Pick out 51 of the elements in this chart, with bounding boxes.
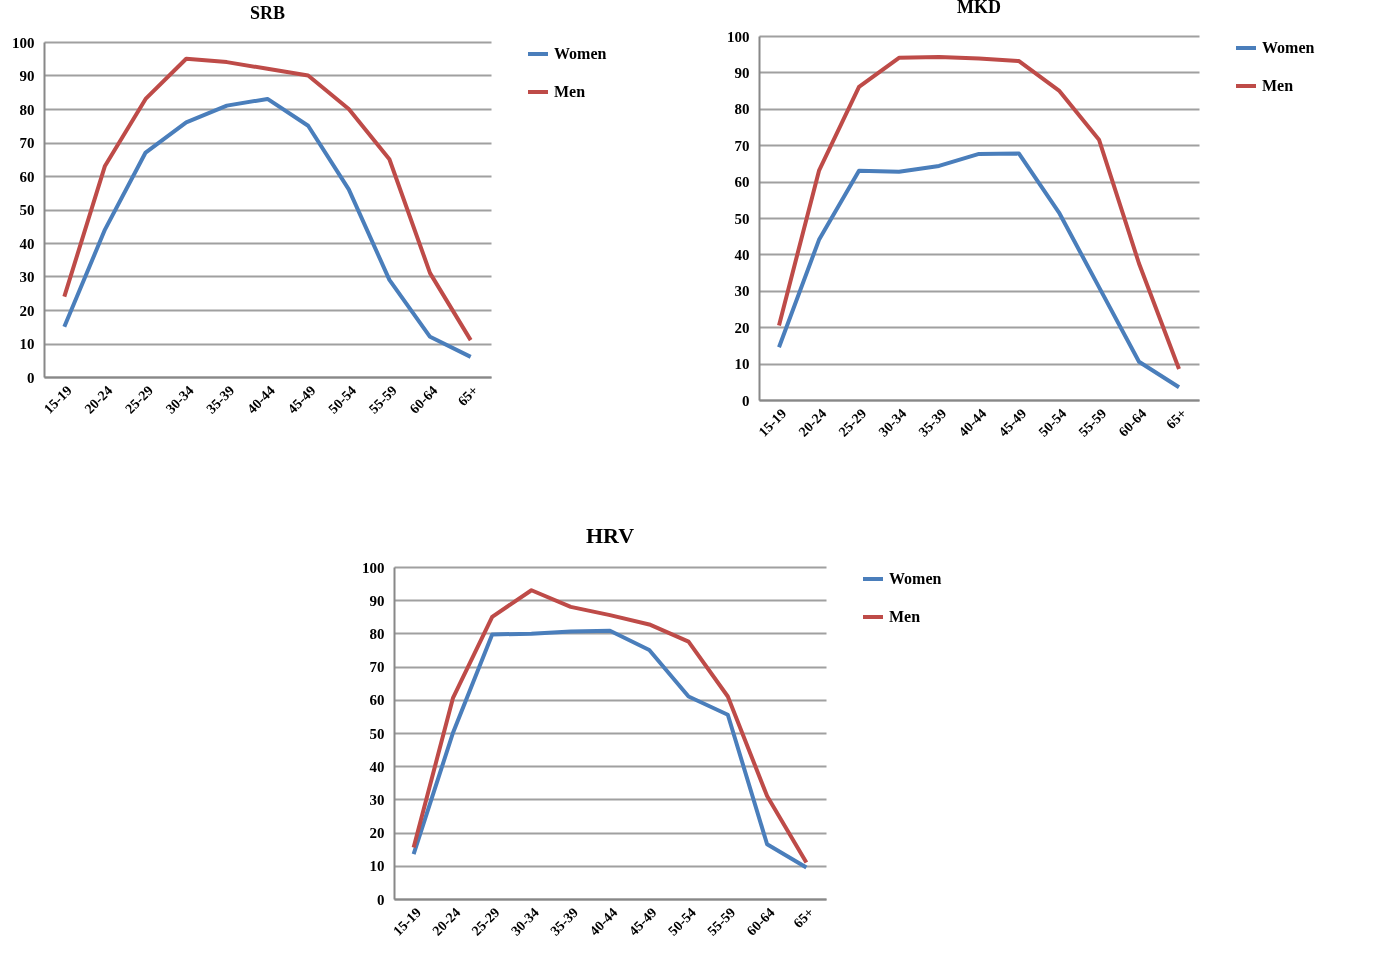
chart-title: HRV: [585, 523, 635, 548]
y-tick-label: 30: [369, 791, 385, 808]
y-tick-label: 90: [734, 64, 750, 81]
y-tick-label: 10: [734, 356, 750, 373]
y-tick-label: 30: [19, 269, 35, 285]
line-series: [777, 55, 1181, 372]
line-series: [411, 588, 809, 865]
line-series: [62, 56, 473, 343]
x-tick-label: 65+: [454, 382, 482, 409]
y-tick-label: 100: [362, 559, 385, 576]
y-tick-label: 50: [734, 210, 750, 227]
legend-label: Women: [554, 45, 607, 62]
y-tick-label: 50: [19, 202, 35, 218]
line-series: [62, 96, 473, 359]
y-tick-label: 60: [369, 692, 385, 709]
y-tick-label: 80: [369, 625, 385, 642]
legend-label: Women: [889, 570, 942, 587]
y-tick-label: 30: [734, 283, 750, 300]
legend-label: Women: [1262, 39, 1315, 56]
y-tick-label: 20: [369, 825, 385, 842]
chart-title: SRB: [249, 3, 286, 23]
y-tick-label: 40: [734, 246, 750, 263]
legend-label: Men: [889, 608, 921, 625]
x-tick-label: 65+: [1163, 405, 1190, 432]
chart-title: MKD: [957, 0, 1001, 17]
y-tick-label: 10: [19, 336, 35, 352]
line-series: [411, 628, 809, 870]
y-tick-label: 60: [19, 168, 35, 185]
x-tick-label: 65+: [790, 904, 817, 931]
y-tick-label: 70: [734, 137, 750, 154]
y-tick-label: 70: [369, 659, 385, 676]
y-tick-label: 40: [369, 758, 385, 775]
y-tick-label: 0: [27, 369, 35, 386]
y-tick-label: 50: [369, 725, 385, 742]
y-tick-label: 20: [19, 302, 35, 319]
legend-label: Men: [1262, 77, 1294, 94]
y-tick-label: 20: [734, 319, 750, 336]
y-tick-label: 0: [742, 392, 750, 409]
y-tick-label: 90: [19, 68, 35, 84]
line-series: [777, 151, 1181, 390]
y-tick-label: 100: [727, 28, 750, 45]
y-tick-label: 70: [19, 135, 35, 151]
y-tick-label: 60: [734, 174, 750, 191]
y-tick-label: 0: [377, 891, 385, 908]
y-tick-label: 100: [12, 34, 35, 51]
y-tick-label: 80: [734, 101, 750, 118]
legend-label: Men: [554, 83, 586, 100]
y-tick-label: 40: [19, 235, 35, 252]
y-tick-label: 80: [19, 101, 35, 118]
y-tick-label: 90: [369, 592, 385, 609]
y-tick-label: 10: [369, 858, 385, 875]
